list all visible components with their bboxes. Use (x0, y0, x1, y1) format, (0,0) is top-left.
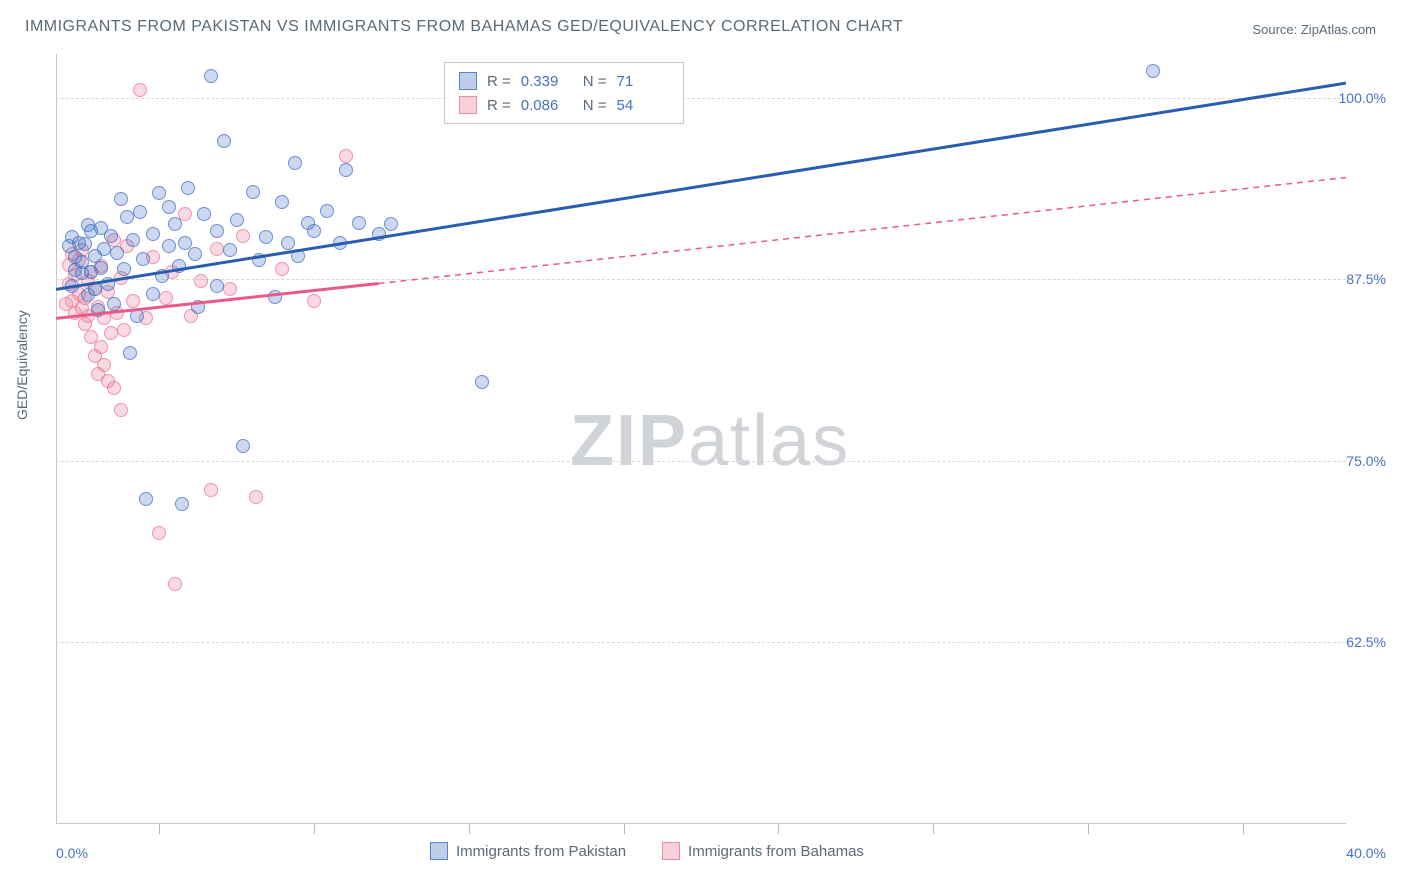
swatch-bahamas-icon (459, 96, 477, 114)
swatch-pakistan-icon (459, 72, 477, 90)
source-label: Source: ZipAtlas.com (1252, 22, 1376, 37)
series-a-name: Immigrants from Pakistan (456, 843, 626, 860)
series-b-name: Immigrants from Bahamas (688, 843, 864, 860)
y-axis-label: GED/Equivalency (14, 310, 30, 420)
swatch-bahamas-icon (662, 842, 680, 860)
swatch-pakistan-icon (430, 842, 448, 860)
chart-title: IMMIGRANTS FROM PAKISTAN VS IMMIGRANTS F… (25, 18, 903, 36)
series-legend: Immigrants from Pakistan Immigrants from… (430, 842, 864, 860)
x-min-label: 0.0% (56, 845, 88, 861)
watermark: ZIPatlas (570, 400, 850, 482)
correlation-legend: R = 0.339 N = 71 R = 0.086 N = 54 (444, 62, 684, 124)
x-max-label: 40.0% (1346, 845, 1386, 861)
